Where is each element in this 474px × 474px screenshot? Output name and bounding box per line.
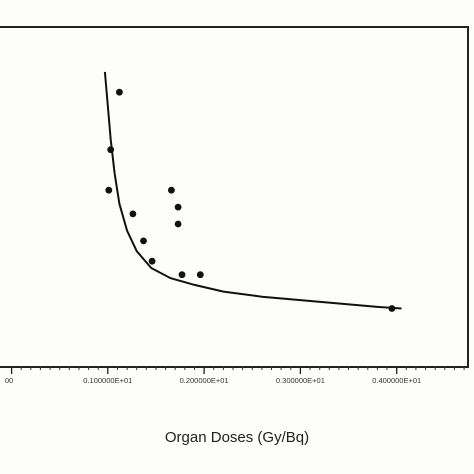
data-point: [107, 146, 115, 154]
x-tick-label: 00: [5, 376, 13, 385]
data-point: [174, 220, 182, 228]
data-point: [116, 88, 123, 96]
x-tick-label: 0.400000E+01: [372, 376, 421, 385]
plot-frame: [0, 26, 469, 368]
data-point: [148, 257, 156, 265]
x-tick-label: 0.100000E+01: [83, 376, 132, 385]
data-point: [129, 210, 137, 218]
x-tick-labels: 00 0.100000E+01 0.200000E+01 0.300000E+01 0.…: [5, 376, 421, 385]
data-point: [168, 186, 175, 194]
data-point: [178, 271, 186, 279]
data-point: [388, 305, 396, 312]
data-point: [196, 271, 204, 279]
x-axis-label: Organ Doses (Gy/Bq): [165, 429, 309, 446]
x-major-ticks: [10, 366, 398, 374]
data-point: [105, 186, 113, 194]
data-point: [140, 237, 147, 245]
data-points: [105, 88, 396, 312]
x-minor-ticks: [11, 366, 465, 370]
data-point: [174, 203, 182, 211]
x-tick-label: 0.200000E+01: [180, 376, 229, 385]
x-tick-label: 0.300000E+01: [276, 376, 325, 385]
fit-curve: [103, 71, 402, 310]
